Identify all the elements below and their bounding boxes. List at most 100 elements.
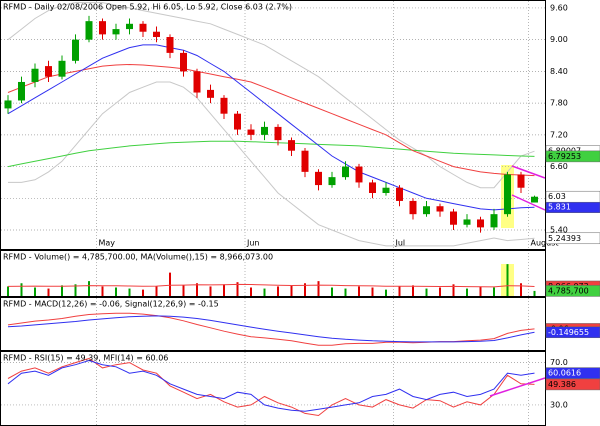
volume-bar	[236, 282, 239, 296]
y-tick-label: 9.60	[550, 3, 568, 12]
candle-body	[139, 23, 147, 32]
candle-body	[409, 200, 417, 215]
volume-bar	[290, 285, 293, 296]
candle-body	[531, 196, 538, 203]
x-tick-label: May	[99, 239, 116, 248]
candle-body	[4, 100, 12, 109]
volume-frame	[0, 250, 546, 297]
indicator-line	[7, 315, 535, 343]
volume-bar	[155, 286, 158, 296]
candle-body	[369, 182, 376, 194]
volume-bar	[412, 285, 414, 296]
candle-body	[328, 177, 336, 186]
value-box-label: -0.149655	[548, 328, 589, 337]
candle-body	[274, 126, 282, 141]
value-box	[545, 367, 600, 379]
y-tick-label: 5.40	[550, 226, 568, 235]
candle-body	[342, 166, 349, 178]
candle-body	[517, 174, 525, 188]
candle-body	[31, 68, 39, 82]
volume-bar	[7, 286, 9, 296]
trend-line	[489, 377, 546, 397]
volume-bar	[304, 283, 306, 296]
volume-bar	[331, 287, 333, 296]
candle-body	[301, 150, 309, 172]
value-box-label: 60.0616	[548, 369, 581, 378]
value-box	[545, 190, 600, 203]
volume-bar	[533, 290, 536, 296]
annotations	[489, 165, 546, 397]
candle-body	[315, 171, 322, 186]
volume-bar	[20, 283, 23, 296]
volume-bar	[277, 286, 279, 296]
candle-body	[450, 211, 457, 225]
volume-bar	[358, 286, 360, 296]
candle-body	[18, 81, 25, 101]
volume-bar	[182, 285, 185, 296]
value-box-label: 5.24393	[548, 234, 581, 243]
value-box	[545, 285, 600, 297]
candle-body	[423, 206, 430, 215]
value-box-label: 6.03	[548, 192, 566, 201]
indicator-line	[7, 63, 535, 177]
price-frame	[0, 0, 546, 250]
candle-body	[99, 21, 106, 35]
macd-title: RFMD - MACD(12,26) = -0.06, Signal(12,26…	[3, 300, 219, 309]
volume-bar	[34, 287, 36, 296]
candle-body	[220, 97, 228, 114]
candle-body	[436, 206, 444, 212]
chart-title: RFMD - Daily 02/08/2006 Open 5.92, Hi 6.…	[3, 3, 292, 12]
volume-bar	[317, 281, 320, 296]
volume-bar	[385, 289, 387, 296]
candle-body	[504, 174, 511, 215]
candle-body	[261, 126, 268, 135]
value-box	[545, 232, 600, 245]
value-box-label: 6.79253	[548, 152, 581, 161]
volume-bar	[493, 287, 495, 296]
candle-body	[234, 113, 241, 130]
y-tick-label: 30.0	[550, 400, 568, 409]
candle-body	[477, 219, 484, 228]
value-box-label: 4,785,700	[548, 286, 589, 295]
volume-bar	[250, 287, 252, 296]
volume-bar	[439, 287, 441, 296]
candle-body	[153, 31, 160, 38]
candle-body	[58, 60, 66, 77]
volume-bar	[88, 281, 90, 296]
value-box	[545, 326, 600, 339]
volume-bar	[74, 284, 77, 296]
volume-bar	[479, 286, 482, 296]
candle-body	[193, 71, 201, 93]
candle-body	[85, 21, 93, 40]
volume-bar	[128, 288, 131, 296]
volume-bar	[466, 288, 468, 296]
x-tick-label: Jul	[395, 239, 406, 248]
indicator-line	[7, 140, 535, 168]
y-tick-label: 70.0	[550, 358, 568, 367]
candle-body	[45, 66, 52, 77]
candle-body	[180, 52, 187, 72]
value-box-label: 49.386	[548, 380, 576, 389]
volume-bar	[425, 288, 428, 296]
volume-bar	[47, 288, 50, 296]
y-tick-label: 6.60	[550, 162, 568, 171]
volume-bar	[209, 286, 212, 296]
volume-bar	[61, 285, 63, 296]
volume-title: RFMD - Volume() = 4,785,700.00, MA(Volum…	[3, 253, 273, 262]
indicator-line	[7, 44, 535, 211]
candle-body	[382, 187, 390, 194]
volume-bar	[371, 287, 374, 296]
y-tick-label: 9.00	[550, 35, 568, 44]
y-tick-label: 8.40	[550, 67, 568, 76]
candle-body	[396, 187, 403, 201]
volume-bar	[344, 288, 347, 296]
value-box	[545, 378, 600, 391]
volume-bar	[263, 288, 266, 296]
volume-bar	[506, 264, 509, 296]
y-tick-label: 7.80	[550, 99, 568, 108]
candle-body	[288, 140, 295, 151]
rsi-title: RFMD - RSI(15) = 49.39, MFI(14) = 60.06	[3, 354, 168, 363]
